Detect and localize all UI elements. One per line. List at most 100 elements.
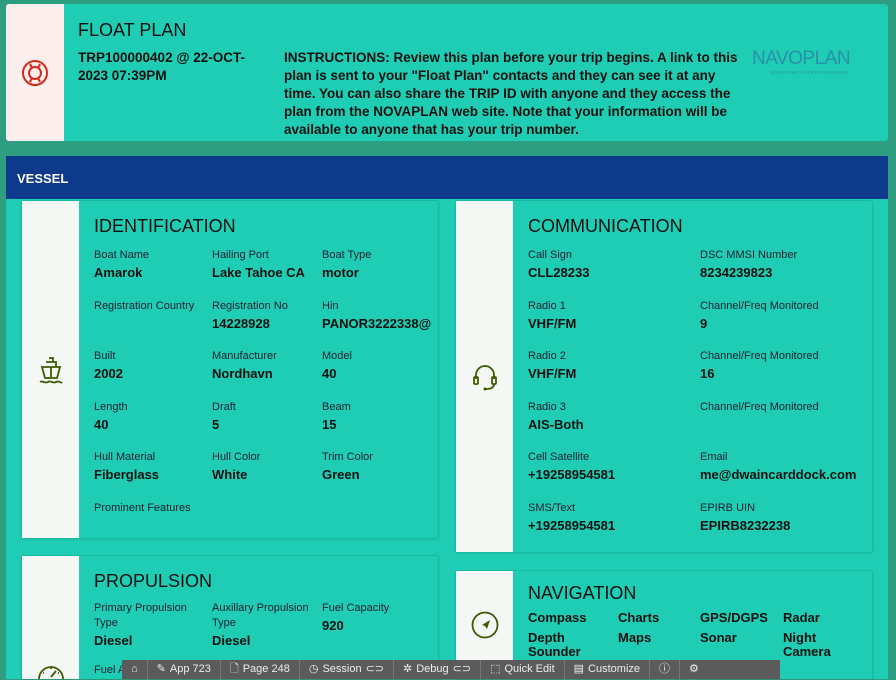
clock-icon: ◷ [308, 663, 319, 675]
field-label: Hailing Port [212, 249, 269, 261]
field-value: Amarok [94, 265, 143, 280]
field: Hull Material Fiberglass [94, 450, 212, 501]
field: Radio 1 VHF/FM [528, 299, 700, 350]
field-label: Manufacturer [212, 350, 277, 362]
field-value: 2002 [94, 366, 123, 381]
logo-tagline: ACHIEVING SAFER PASSAGES [770, 70, 849, 75]
field-label: EPIRB UIN [700, 501, 756, 514]
field: Radio 2 VHF/FM [528, 349, 700, 400]
field-value: CLL28233 [528, 265, 590, 280]
identification-card: IDENTIFICATION Boat Name Amarok Hailing Po… [21, 200, 439, 539]
field-label: Radio 1 [528, 299, 566, 312]
field: Model 40 [322, 349, 442, 400]
field-label: Beam [322, 400, 351, 413]
field: Email me@dwaincarddock.com [700, 450, 880, 501]
field-label: Boat Type [322, 249, 372, 261]
field-value: Diesel [94, 633, 133, 648]
field-label: Hull Material [94, 451, 156, 463]
page-icon: 🗋 [229, 663, 239, 675]
field-label: Call Sign [528, 249, 573, 261]
field: Length 40 [94, 400, 212, 451]
field-value: 8234239823 [700, 265, 773, 280]
page-button[interactable]: 🗋 Page 248 [221, 660, 300, 679]
propulsion-card: PROPULSION Primary Propulsion Type Diesel… [21, 555, 439, 679]
field-label: Radio 3 [528, 400, 566, 413]
field: EPIRB UIN EPIRB8232238 [700, 501, 880, 552]
field-label: Cell Satellite [528, 451, 590, 463]
navigation-item: GPS/DGPS [700, 610, 768, 625]
field: Beam 15 [322, 400, 442, 451]
field-label: Model [322, 350, 352, 362]
navoplan-logo: NAVOPLAN ACHIEVING SAFER PASSAGES [752, 48, 851, 75]
quick-edit-button[interactable]: ⬚ Quick Edit [481, 660, 565, 679]
field-value: EPIRB8232238 [700, 517, 791, 533]
field-value: +19258954581 [528, 467, 616, 482]
debug-button[interactable]: ✲ Debug ⊂⊃ [394, 660, 482, 679]
field: Radio 3 AIS-Both [528, 400, 700, 451]
field-value: 14228928 [212, 315, 270, 331]
field-label: Fuel A [94, 664, 126, 676]
session-label: Session [322, 663, 362, 675]
field-label: Registration No [212, 299, 288, 312]
field: Cell Satellite +19258954581 [528, 450, 700, 501]
page-label: Page 248 [242, 663, 290, 675]
field: Draft 5 [212, 400, 322, 451]
field-value: me@dwaincarddock.com [700, 467, 857, 482]
vessel-region: VESSEL IDENTIFICATION Boat Name Amarok Hai… [6, 156, 888, 679]
float-plan-header: FLOAT PLAN TRP100000402 @ 22-OCT-2023 07… [6, 4, 888, 141]
field: Hailing Port Lake Tahoe CA [212, 248, 322, 299]
field-label: Channel/Freq Monitored [700, 400, 819, 413]
trip-id: TRP100000402 @ 22-OCT-2023 07:39PM [78, 50, 245, 83]
navigation-item: Compass [528, 610, 587, 625]
navigation-item: Night Camera [783, 630, 831, 659]
field-label: Draft [212, 400, 236, 413]
field-label: Primary Propulsion Type [94, 602, 187, 629]
field: Trim Color Green [322, 450, 442, 501]
navigation-item: Radar [783, 610, 820, 625]
field: Built 2002 [94, 349, 212, 400]
header-icon-strip [6, 4, 64, 141]
field-label: Radio 2 [528, 350, 566, 362]
field: Hull Color White [212, 450, 322, 501]
cursor-icon: ⬚ [490, 663, 501, 675]
info-button[interactable]: ⓘ [650, 660, 681, 679]
field-value: 5 [212, 416, 220, 432]
field: Registration Country [94, 299, 212, 350]
field-label: Hull Color [212, 451, 261, 463]
field: Call Sign CLL28233 [528, 248, 700, 299]
field-label: Channel/Freq Monitored [700, 350, 819, 362]
field-label: SMS/Text [528, 501, 576, 514]
gear-icon: ⚙ [689, 663, 699, 675]
field-value: motor [322, 265, 359, 280]
field-label: Hin [322, 299, 339, 312]
field-label: Trim Color [322, 451, 373, 463]
field-label: DSC MMSI Number [700, 249, 798, 261]
field-value: AIS-Both [528, 416, 584, 432]
field-label: Channel/Freq Monitored [700, 299, 819, 312]
toggle-icon: ⊂⊃ [452, 663, 472, 675]
field: Fuel Capacity 920 [322, 601, 442, 663]
navigation-item: Sonar [700, 630, 737, 645]
field-value: VHF/FM [528, 315, 577, 331]
field: Hin PANOR3222338@ [322, 299, 442, 350]
vessel-title: VESSEL [6, 156, 888, 199]
bug-icon: ✲ [403, 663, 413, 675]
gauge-icon [37, 666, 64, 679]
field: DSC MMSI Number 8234239823 [700, 248, 880, 299]
field: Channel/Freq Monitored [700, 400, 880, 451]
field-value: Fiberglass [94, 467, 160, 482]
session-button[interactable]: ◷ Session ⊂⊃ [300, 660, 395, 679]
field-label: Built [94, 350, 116, 362]
settings-button[interactable]: ⚙ [680, 660, 708, 679]
toggle-icon: ⊂⊃ [365, 663, 385, 675]
field-value: 9 [700, 315, 708, 331]
field-value: 920 [322, 618, 344, 633]
field: Prominent Features [94, 501, 212, 552]
field: Primary Propulsion Type Diesel [94, 601, 212, 663]
navigation-item: Maps [618, 630, 652, 645]
communication-card: COMMUNICATION Call Sign CLL28233 DSC MMSI … [455, 200, 873, 553]
customize-button[interactable]: ▤ Customize [565, 660, 651, 679]
app-button[interactable]: ✎ App 723 [148, 660, 221, 679]
home-button[interactable]: ⌂ [122, 660, 148, 679]
field: Boat Name Amarok [94, 248, 212, 299]
